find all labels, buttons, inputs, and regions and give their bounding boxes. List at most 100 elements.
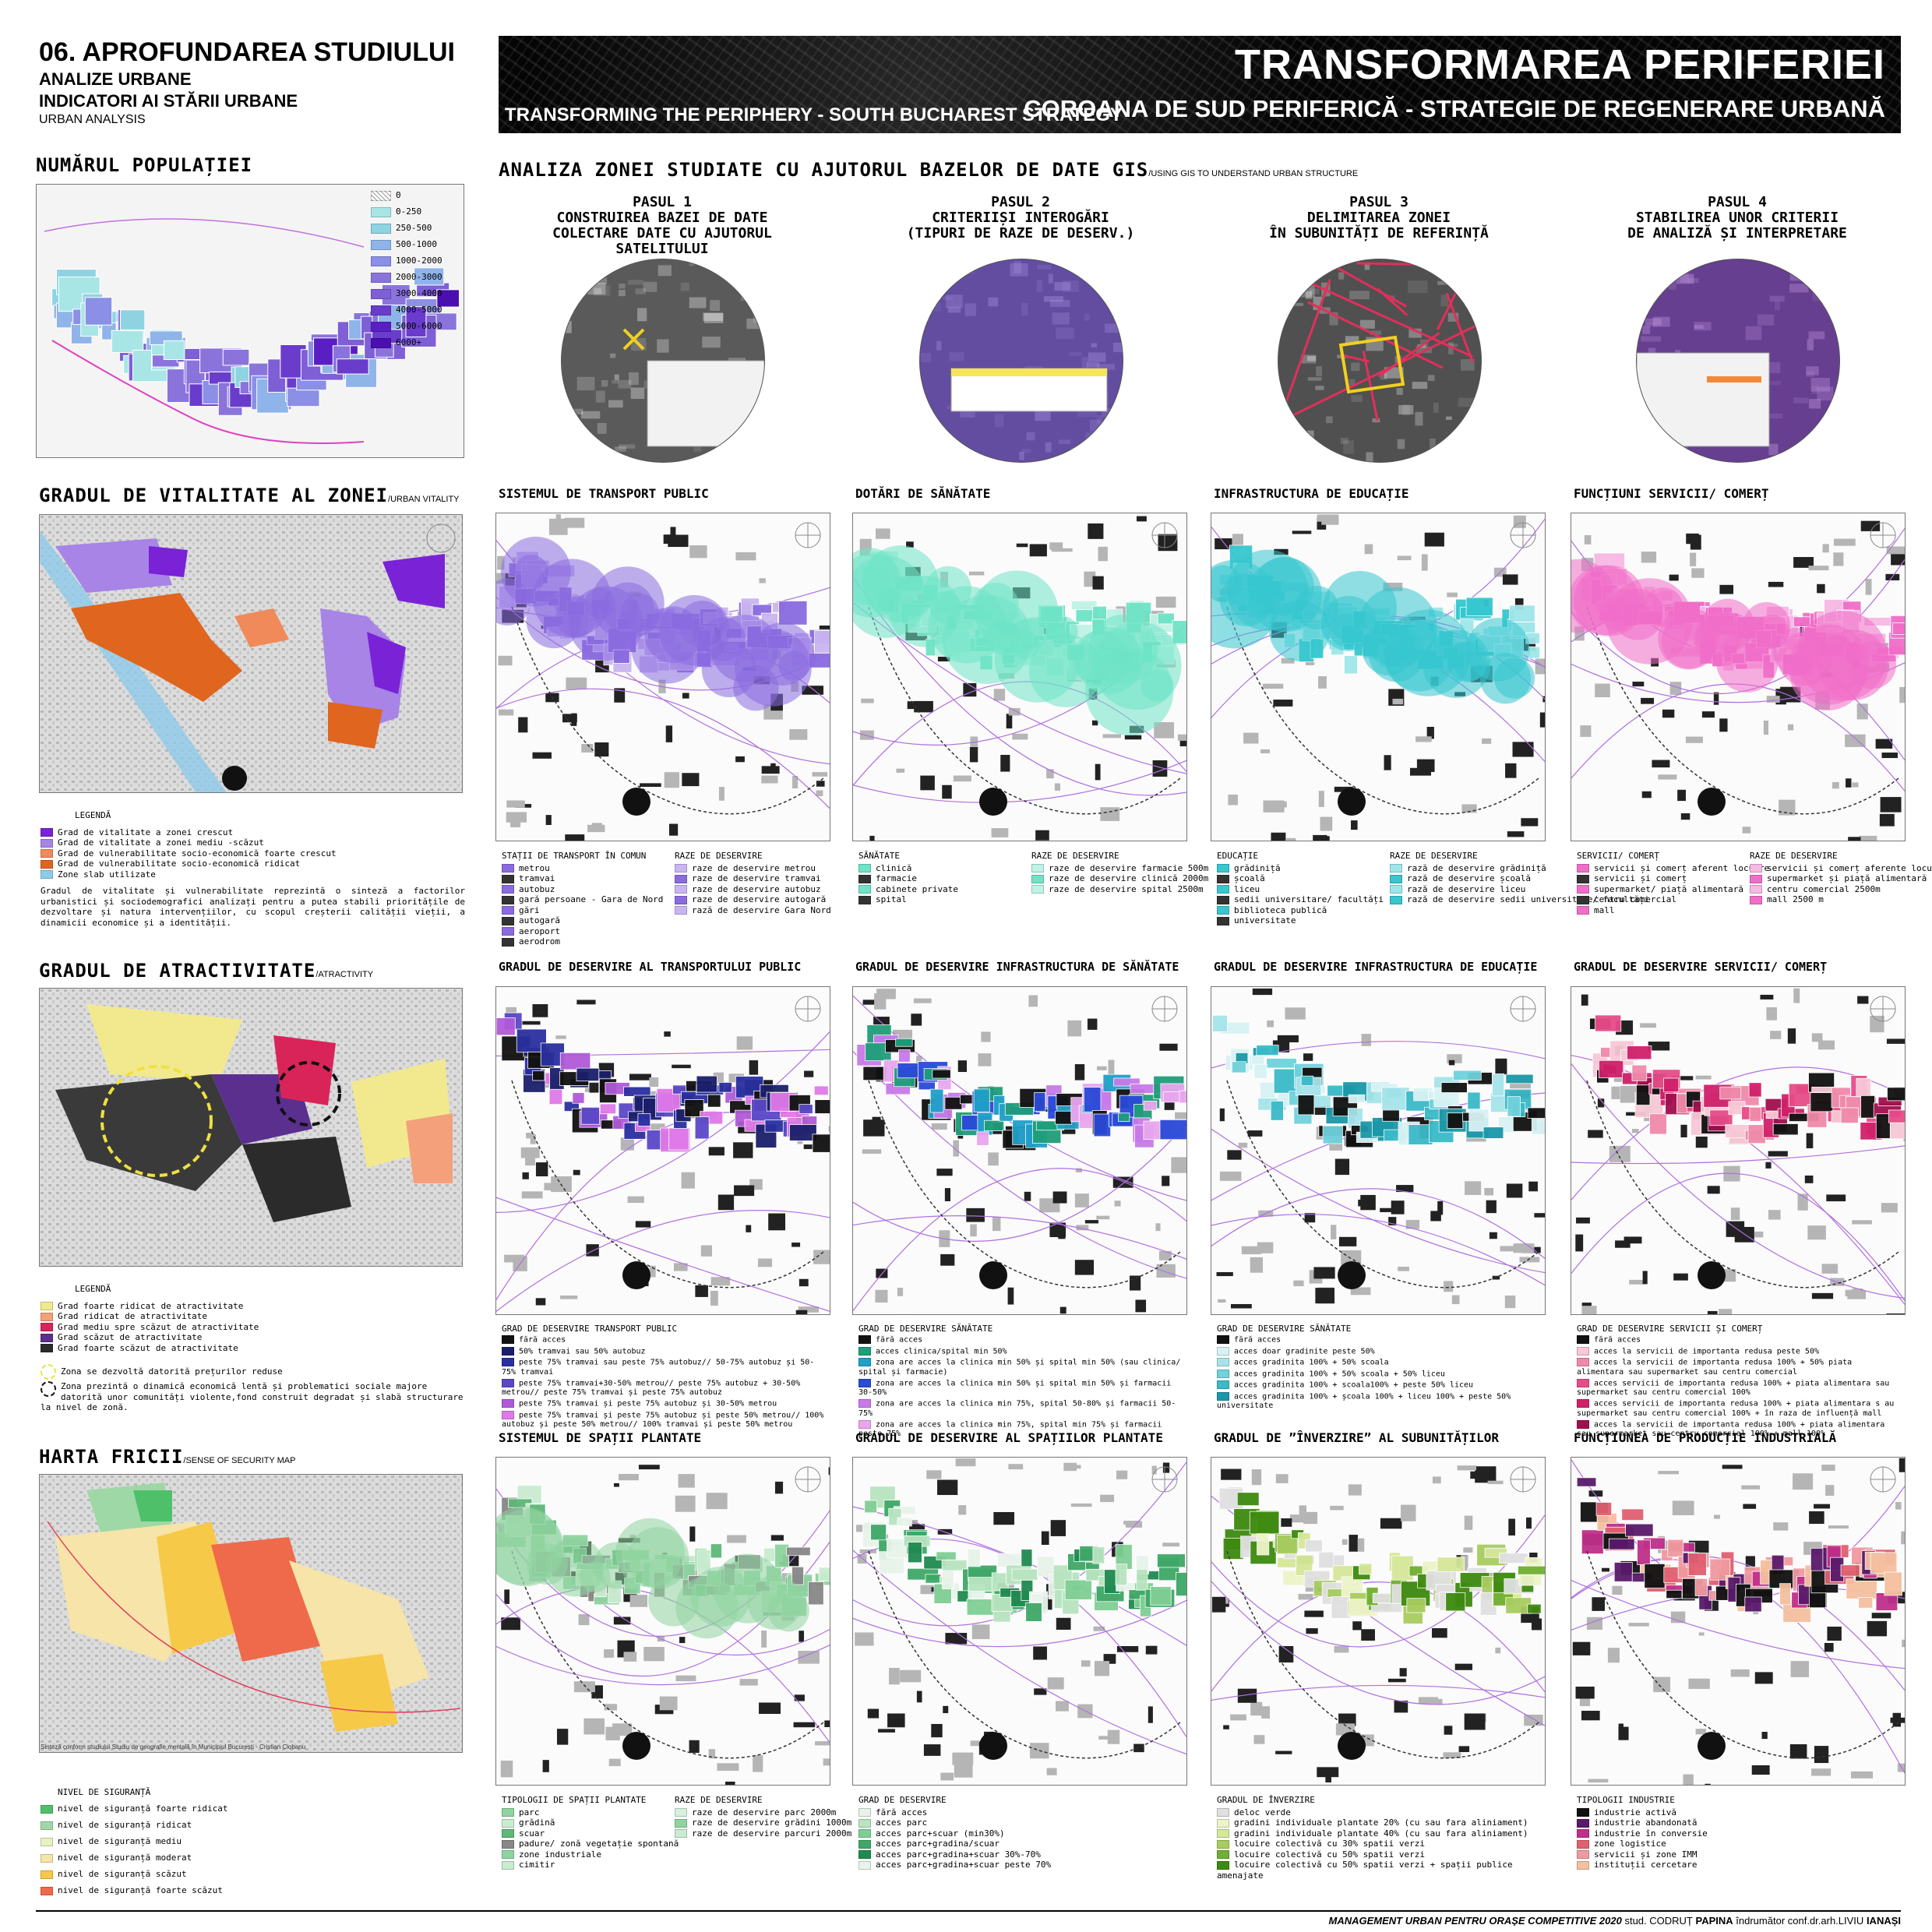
panel-legend: GRAD DE DESERVIRE SERVICII ȘI COMERȚ fără…	[1577, 1324, 1902, 1440]
legend-label: gară persoane - Gara de Nord	[519, 894, 664, 904]
legend-label: zona are acces la clinica min 75%, spita…	[858, 1399, 1176, 1418]
fear-subtitle-en: /SENSE OF SECURITY MAP	[183, 1456, 296, 1465]
legend-swatch	[41, 1821, 53, 1830]
legend-label: școală	[1234, 873, 1265, 883]
population-legend-item: 3000-4000	[371, 285, 442, 301]
legend-swatch	[41, 849, 53, 858]
legend-swatch	[502, 1808, 514, 1817]
legend-swatch	[41, 1853, 53, 1863]
location-marker-icon	[222, 766, 247, 791]
vitality-high-zone	[149, 546, 188, 577]
legend-heading: RAZE DE DESERVIRE	[1031, 851, 1119, 861]
subtitle-analyses: ANALIZE URBANE	[39, 69, 192, 89]
legend-label: acces gradinita 100% + 50% scoala + 50% …	[1234, 1370, 1445, 1378]
legend-col-1: SERVICII/ COMERȚ servicii și comerț afere…	[1577, 851, 1769, 915]
study-area-boundary	[511, 1080, 824, 1289]
location-marker-icon	[1698, 1261, 1726, 1289]
legend-item: fără acces	[1217, 1335, 1542, 1345]
legend-swatch	[1577, 1829, 1589, 1838]
location-marker-icon	[979, 1261, 1007, 1289]
attractivity-map	[39, 988, 463, 1267]
legend-item: grădiniță	[1217, 863, 1380, 874]
footer-coordinator-prefix: îndrumător conf.dr.arh.LIVIU	[1736, 1915, 1864, 1927]
legend-item: Grad de vitalitate a zonei crescut	[41, 827, 465, 838]
legend-swatch	[1577, 1860, 1589, 1870]
panel-legend: GRAD DE DESERVIRE SĂNĂTATE fără acces acce…	[1217, 1324, 1542, 1412]
legend-item: zona are acces la clinica min 50% și spi…	[858, 1358, 1184, 1377]
step-satellite-image	[1278, 259, 1482, 463]
panel-legend: GRAD DE DESERVIRE TRANSPORT PUBLIC fără a…	[502, 1324, 827, 1431]
step-line2: (TIPURI DE RAZE DE DESERV.)	[906, 225, 1135, 242]
legend-label: zone industriale	[519, 1849, 601, 1860]
legend-heading: TIPOLOGII INDUSTRIE	[1577, 1795, 1675, 1805]
panel-title: GRADUL DE DESERVIRE INFRASTRUCTURA DE SĂ…	[855, 960, 1179, 974]
legend-label: acces parc+gradina/scuar	[876, 1839, 999, 1849]
legend-label: rază de deservire Gara Nord	[692, 904, 831, 915]
legend-swatch	[1031, 885, 1044, 894]
legend-swatch	[1577, 1346, 1589, 1356]
legend-swatch	[371, 337, 391, 348]
legend-item: autogară	[502, 915, 665, 926]
panel-map	[1571, 513, 1906, 841]
legend-swatch	[371, 321, 391, 332]
analysis-panel: FUNCȚIUNI SERVICII/ COMERȚ SERVICII/ COME…	[1571, 486, 1932, 938]
legend-label: acces servicii de importanta redusa 100%…	[1577, 1379, 1890, 1397]
security-very-high-zone	[133, 1490, 172, 1521]
legend-swatch	[41, 1870, 53, 1879]
panel-map-drawing	[1571, 513, 1905, 841]
analysis-panel: FUNCȚIUNEA DE PRODUCȚIE INDUSTRIALĂ TIPOL…	[1571, 1430, 1909, 1898]
gis-step-4: PASUL 4 STABILIREA UNOR CRITERII DE ANALIZ…	[1566, 195, 1909, 463]
legend-item: aeroport	[502, 926, 665, 937]
step-number: PASUL 1	[633, 194, 692, 210]
marker-icon	[622, 328, 645, 351]
legend-label: gări	[519, 904, 540, 915]
legend-item: deloc verde	[1217, 1807, 1550, 1818]
legend-item: peste 75% tramvai și peste 75% autobuz ș…	[502, 1410, 827, 1430]
legend-label: autogară	[519, 915, 560, 925]
panel-map-drawing	[1211, 987, 1545, 1314]
legend-swatch	[858, 1335, 871, 1344]
panel-map	[1571, 1457, 1906, 1786]
population-legend-item: 0-250	[371, 203, 442, 220]
legend-label: clinică	[876, 862, 912, 873]
legend-item: Grad de vulnerabilitate socio-economică …	[41, 848, 465, 859]
population-legend-item: 0	[371, 187, 442, 203]
legend-item: peste 75% tramvai+30-50% metrou// peste …	[502, 1378, 827, 1398]
legend-item: rază de deservire grădiniță	[1390, 863, 1553, 874]
legend-item: acces la servicii de importanta redusa 1…	[1577, 1419, 1902, 1440]
legend-swatch	[858, 874, 871, 883]
legend-item: Zone slab utilizate	[41, 869, 465, 880]
location-marker-icon	[1338, 1732, 1366, 1760]
gis-title: ANALIZA ZONEI STUDIATE CU AJUTORUL BAZEL…	[499, 159, 1358, 181]
legend-heading: RAZE DE DESERVIRE	[1390, 851, 1478, 861]
legend-item: fără acces	[1577, 1335, 1902, 1345]
vitality-vulnerable-zone-east	[328, 702, 383, 749]
legend-heading: RAZE DE DESERVIRE	[675, 1795, 763, 1805]
legend-swatch	[1577, 864, 1589, 873]
legend-label: mall	[1594, 904, 1615, 915]
legend-item: industrie în conversie	[1577, 1828, 1910, 1839]
legend-item: locuire colectivă cu 50% spatii verzi	[1217, 1849, 1550, 1860]
legend-item: acces doar gradinite peste 50%	[1217, 1346, 1542, 1357]
fear-source-note: Sinteză conform studiului Studiu de geog…	[41, 1743, 306, 1750]
legend-swatch	[1217, 1358, 1229, 1366]
location-marker-icon	[622, 1732, 650, 1760]
legend-swatch	[41, 870, 53, 879]
legend-label: acces clinica/spital min 50%	[876, 1347, 1007, 1356]
legend-col-1: GRAD DE DESERVIRE fără acces acces parc acc…	[858, 1795, 1192, 1870]
legend-label: metrou	[519, 862, 550, 873]
attractivity-title: GRADUL DE ATRACTIVITATE	[39, 960, 316, 982]
selected-zone	[1338, 335, 1405, 394]
study-area-boundary	[868, 1080, 1181, 1289]
step-number: PASUL 2	[991, 194, 1050, 210]
footer: MANAGEMENT URBAN PENTRU ORAȘE COMPETITIV…	[1329, 1915, 1901, 1927]
security-moderate-zone-east	[289, 1560, 429, 1708]
legend-swatch	[502, 1335, 514, 1344]
legend-col-1: GRADUL DE ÎNVERZIRE deloc verde gradini in…	[1217, 1795, 1550, 1881]
legend-heading: STAȚII DE TRANSPORT ÎN COMUN	[502, 851, 647, 861]
legend-label: industrie în conversie	[1594, 1828, 1708, 1839]
legend-item: Grad mediu spre scăzut de atractivitate	[41, 1322, 465, 1333]
legend-swatch	[1390, 885, 1402, 894]
population-block	[405, 306, 427, 338]
section-title-fear: HARTA FRICII/SENSE OF SECURITY MAP	[39, 1446, 295, 1468]
